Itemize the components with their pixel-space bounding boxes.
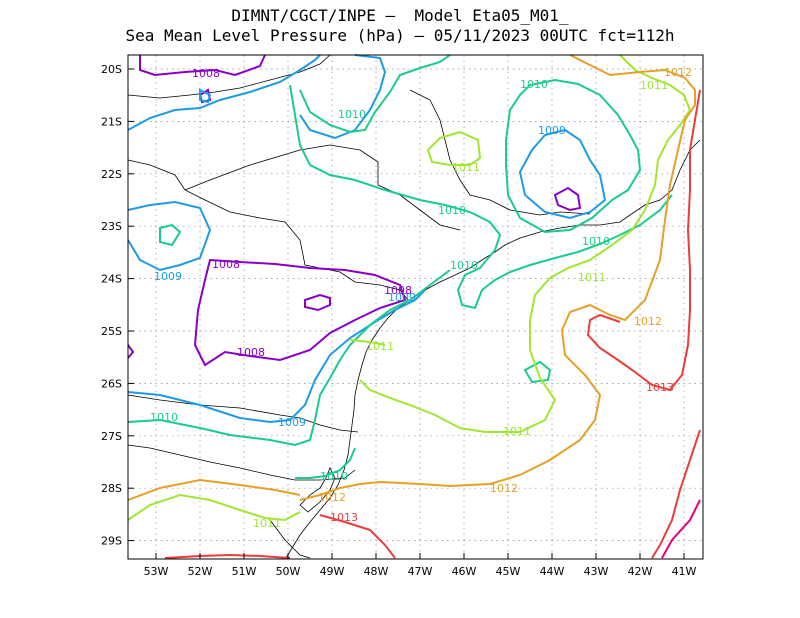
lon-tick-label: 41W <box>672 565 697 578</box>
isobar-1008-blob <box>304 293 331 312</box>
isobar-1011-north <box>426 130 482 166</box>
isobar-label: 1012 <box>664 66 692 79</box>
isobars <box>127 54 701 559</box>
lat-tick-label: 26S <box>101 377 122 390</box>
title-line-1: DIMNT/CGCT/INPE – Model Eta05_M01_ <box>231 6 569 25</box>
isobar-label: 1011 <box>578 271 606 284</box>
isobar-1012-ne <box>299 54 696 501</box>
lon-tick-label: 44W <box>540 565 565 578</box>
isobar-label: 1011 <box>253 517 281 530</box>
isobar-label: 1011 <box>640 79 668 92</box>
isobar-labels: 1008 1008 1008 1008 1009 1009 1009 1009 … <box>150 66 692 530</box>
isobar-1008-edge <box>127 344 135 359</box>
lon-tick-label: 52W <box>188 565 213 578</box>
lon-tick-label: 48W <box>364 565 389 578</box>
state-border-mg-es <box>409 89 471 196</box>
isobar-label: 1011 <box>366 340 394 353</box>
map-title: DIMNT/CGCT/INPE – Model Eta05_M01_ Sea M… <box>0 6 800 46</box>
isobar-label: 1011 <box>503 425 531 438</box>
isobar-label: 1013 <box>330 511 358 524</box>
lon-tick-label: 43W <box>584 565 609 578</box>
lon-tick-label: 53W <box>144 565 169 578</box>
isobar-1010-coast <box>127 269 451 447</box>
isobar-1011-coast <box>349 339 386 346</box>
graticule <box>128 55 703 559</box>
isobar-1009-mid <box>127 289 426 424</box>
isobar-1010-south <box>295 447 356 479</box>
lat-tick-label: 25S <box>101 325 122 338</box>
lon-tick-label: 46W <box>452 565 477 578</box>
axis-ticks: 53W 52W 51W 50W 49W 48W 47W 46W 45W 44W 43W 42W 41W 2… <box>101 63 697 578</box>
isobar-1011-sw <box>127 493 301 522</box>
isobar-1010-east <box>505 78 642 234</box>
isobar-1008-north <box>139 54 266 77</box>
lat-tick-label: 22S <box>101 168 122 181</box>
lon-tick-label: 50W <box>276 565 301 578</box>
state-border-pr-sc <box>127 394 359 433</box>
state-border-rj <box>469 194 591 216</box>
lat-tick-label: 28S <box>101 482 122 495</box>
isobar-1010-main <box>289 84 673 310</box>
isobar-label: 1012 <box>490 482 518 495</box>
isobar-label: 1008 <box>384 284 412 297</box>
isobar-1011-ne <box>359 54 692 433</box>
lat-tick-label: 21S <box>101 115 122 128</box>
isobar-label: 1009 <box>388 291 416 304</box>
isobar-label: 1010 <box>450 259 478 272</box>
lat-tick-label: 20S <box>101 63 122 76</box>
lat-tick-label: 27S <box>101 430 122 443</box>
state-border-sc-rs <box>127 444 356 481</box>
state-border-ms-pr <box>127 159 409 301</box>
isobar-1009-north <box>127 54 387 140</box>
isobar-1010-sw <box>159 223 182 247</box>
isobar-label: 1008 <box>212 258 240 271</box>
lat-tick-label: 24S <box>101 273 122 286</box>
isobar-1014-se <box>661 499 701 559</box>
isobar-label: 1010 <box>438 204 466 217</box>
isobar-label: 1010 <box>338 108 366 121</box>
isobar-label: 1009 <box>278 416 306 429</box>
isobar-label: 1010 <box>150 411 178 424</box>
isobar-1013-east <box>586 89 701 392</box>
isobar-1013-south <box>319 514 396 559</box>
isobar-1010-north <box>299 54 451 134</box>
map-frame <box>127 54 704 560</box>
isobar-label: 1009 <box>538 124 566 137</box>
lon-tick-label: 47W <box>408 565 433 578</box>
lat-tick-label: 29S <box>101 535 122 548</box>
isobar-1010-blob <box>523 360 552 384</box>
state-border-sp-mg <box>184 144 461 231</box>
isobar-label: 1009 <box>154 270 182 283</box>
isobar-label: 1010 <box>320 470 348 483</box>
isobar-label: 1010 <box>520 78 548 91</box>
isobar-label: 1012 <box>634 315 662 328</box>
lon-tick-label: 42W <box>628 565 653 578</box>
isobar-1008-west <box>193 258 407 367</box>
isobar-label: 1012 <box>318 491 346 504</box>
lat-tick-label: 23S <box>101 220 122 233</box>
isobar-1009-east <box>518 128 607 220</box>
isobar-1013-se <box>651 429 701 559</box>
lon-tick-label: 49W <box>320 565 345 578</box>
isobar-label: 1008 <box>237 346 265 359</box>
isobar-1009-west <box>127 200 212 272</box>
isobar-1013-sw <box>164 553 291 559</box>
isobar-label: 1008 <box>192 67 220 80</box>
isobar-1008-east <box>553 186 582 212</box>
title-line-2: Sea Mean Level Pressure (hPa) – 05/11/20… <box>125 26 675 45</box>
isobar-label: 1010 <box>582 235 610 248</box>
state-border-mg-go <box>127 54 331 99</box>
isobar-1009-blob <box>199 88 212 104</box>
lon-tick-label: 51W <box>232 565 257 578</box>
isobar-1012-sw <box>127 478 301 501</box>
isobar-label: 1011 <box>452 161 480 174</box>
lon-tick-label: 45W <box>496 565 521 578</box>
isobar-label: 1013 <box>646 381 674 394</box>
